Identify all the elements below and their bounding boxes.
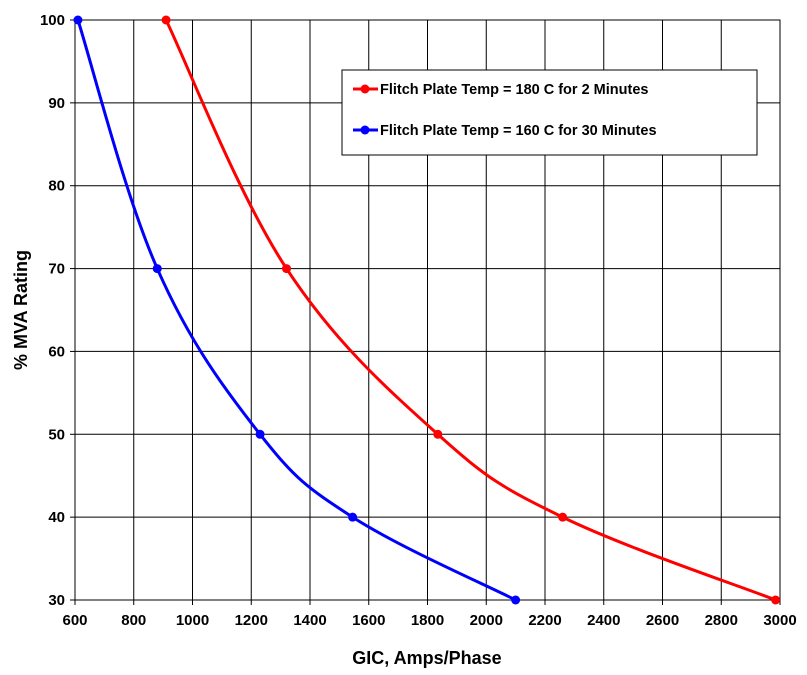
y-tick-label: 60 bbox=[48, 343, 65, 360]
data-point bbox=[161, 15, 171, 25]
y-tick-label: 50 bbox=[48, 426, 65, 443]
x-tick-label: 1000 bbox=[176, 612, 209, 629]
x-tick-label: 600 bbox=[62, 612, 87, 629]
x-tick-label: 1200 bbox=[235, 612, 268, 629]
x-tick-label: 2800 bbox=[705, 612, 738, 629]
x-tick-label: 2200 bbox=[528, 612, 561, 629]
series-1 bbox=[161, 15, 781, 605]
y-tick-label: 70 bbox=[48, 261, 65, 278]
x-tick-label: 1600 bbox=[352, 612, 385, 629]
x-tick-label: 3000 bbox=[763, 612, 796, 629]
legend-entry-1: Flitch Plate Temp = 180 C for 2 Minutes bbox=[353, 82, 648, 98]
y-tick-label: 80 bbox=[48, 178, 65, 195]
x-tick-label: 1800 bbox=[411, 612, 444, 629]
y-tick-label: 100 bbox=[40, 12, 65, 29]
legend-swatch-marker bbox=[360, 84, 370, 94]
legend-label: Flitch Plate Temp = 180 C for 2 Minutes bbox=[380, 82, 648, 98]
x-axis-ticks: 600 800 1000 1200 1400 1600 1800 2000 2200 2400 26… bbox=[62, 600, 797, 629]
x-tick-label: 2000 bbox=[470, 612, 503, 629]
x-tick-label: 1400 bbox=[293, 612, 326, 629]
x-tick-label: 2600 bbox=[646, 612, 679, 629]
y-axis-title: % MVA Rating bbox=[11, 250, 31, 370]
y-axis-ticks: 30 40 50 60 70 80 90 100 bbox=[40, 12, 75, 609]
x-tick-label: 800 bbox=[121, 612, 146, 629]
data-point bbox=[152, 264, 162, 274]
data-point bbox=[558, 512, 568, 522]
data-point bbox=[348, 512, 358, 522]
data-point bbox=[771, 595, 781, 605]
data-point bbox=[282, 264, 291, 274]
data-point bbox=[73, 15, 83, 25]
y-tick-label: 30 bbox=[48, 592, 65, 609]
x-tick-label: 2400 bbox=[587, 612, 620, 629]
data-point bbox=[433, 429, 443, 439]
y-tick-label: 40 bbox=[48, 509, 65, 526]
legend-swatch-marker bbox=[360, 125, 370, 135]
series-line bbox=[164, 19, 777, 602]
series-layer bbox=[73, 15, 781, 605]
legend-box bbox=[341, 69, 758, 156]
x-axis-title: GIC, Amps/Phase bbox=[352, 648, 501, 668]
data-point bbox=[511, 595, 521, 605]
y-tick-label: 90 bbox=[48, 95, 65, 112]
legend-label: Flitch Plate Temp = 160 C for 30 Minutes bbox=[380, 123, 657, 139]
legend-entry-2: Flitch Plate Temp = 160 C for 30 Minutes bbox=[353, 123, 657, 139]
series-2 bbox=[73, 15, 521, 605]
series-line bbox=[76, 19, 517, 602]
legend: Flitch Plate Temp = 180 C for 2 Minutes F… bbox=[341, 69, 758, 156]
data-point bbox=[255, 429, 265, 439]
